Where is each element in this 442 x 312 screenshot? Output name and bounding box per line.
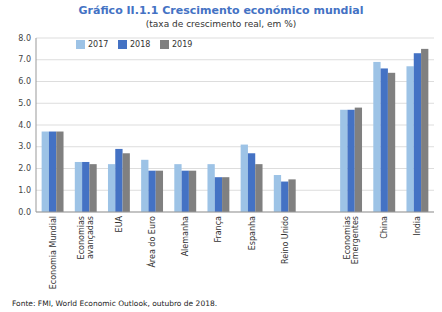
grid-line bbox=[36, 59, 434, 60]
bar bbox=[255, 164, 262, 212]
y-tick-label: 6.0 bbox=[18, 77, 31, 86]
bar bbox=[75, 162, 82, 212]
x-tick-label: EUA bbox=[114, 215, 123, 232]
legend-swatch bbox=[160, 40, 169, 49]
bar bbox=[189, 171, 196, 212]
bar bbox=[49, 132, 56, 212]
x-tick-label: Área do Euro bbox=[146, 216, 157, 268]
y-tick-label: 4.0 bbox=[18, 121, 31, 130]
bar bbox=[56, 132, 63, 212]
x-tick-label-line: França bbox=[214, 216, 223, 243]
bar bbox=[222, 177, 229, 212]
y-tick-label: 1.0 bbox=[18, 186, 31, 195]
y-tick-label: 3.0 bbox=[18, 142, 31, 151]
x-tick-label-line: Economias bbox=[342, 216, 351, 259]
series bbox=[56, 49, 428, 212]
legend-swatch bbox=[76, 40, 85, 49]
y-axis: 0.0 1.0 2.0 3.0 4.0 5.0 6.0 7.0 8.0 bbox=[18, 34, 434, 217]
x-tick-label-line: Área do Euro bbox=[146, 216, 157, 268]
bar bbox=[148, 171, 155, 212]
bar bbox=[108, 164, 115, 212]
footnote: Fonte: FMI, World Economic Outlook, outu… bbox=[12, 299, 217, 308]
x-tick-label-line: avançadas bbox=[86, 216, 95, 259]
x-tick-label-line: Reino Unido bbox=[280, 216, 289, 264]
subtitle: (taxa de crescimento real, em %) bbox=[146, 19, 296, 29]
x-tick-label: Economia Mundial bbox=[48, 216, 57, 289]
y-tick-label: 8.0 bbox=[18, 34, 31, 43]
legend: 2017 2018 2019 bbox=[76, 40, 192, 49]
legend-label: 2018 bbox=[130, 40, 150, 49]
y-tick-label: 2.0 bbox=[18, 164, 31, 173]
bar bbox=[141, 160, 148, 212]
x-tick-label: Economiasavançadas bbox=[77, 216, 95, 259]
x-tick-label: EconomiasEmergentes bbox=[342, 216, 360, 264]
bar bbox=[406, 66, 413, 212]
x-axis: Economia MundialEconomiasavançadasEUAÁre… bbox=[48, 215, 422, 289]
y-tick-label: 5.0 bbox=[18, 99, 31, 108]
grid-line bbox=[36, 212, 434, 213]
grid-line bbox=[36, 38, 434, 39]
chart: Gráfico II.1.1 Crescimento económico mun… bbox=[0, 0, 442, 312]
x-axis-line bbox=[36, 212, 434, 213]
bar bbox=[355, 108, 362, 212]
x-tick-label-line: India bbox=[413, 216, 422, 236]
bar bbox=[288, 179, 295, 212]
bar bbox=[215, 177, 222, 212]
x-tick-label: Alemanha bbox=[181, 216, 190, 256]
legend-label: 2019 bbox=[172, 40, 192, 49]
x-tick-label: China bbox=[380, 216, 389, 239]
bar bbox=[388, 73, 395, 212]
bar bbox=[182, 171, 189, 212]
bar bbox=[207, 164, 214, 212]
x-tick-label: França bbox=[214, 216, 223, 243]
bar bbox=[89, 164, 96, 212]
x-tick-label-line: China bbox=[380, 216, 389, 239]
bars bbox=[42, 49, 429, 212]
y-axis-line bbox=[36, 38, 37, 212]
title: Gráfico II.1.1 Crescimento económico mun… bbox=[79, 4, 364, 17]
bar bbox=[123, 153, 130, 212]
x-tick-label-line: Economia Mundial bbox=[48, 216, 57, 289]
series bbox=[42, 62, 414, 212]
legend-label: 2017 bbox=[88, 40, 108, 49]
x-tick-label-line: Espanha bbox=[247, 216, 256, 250]
x-tick-label: Espanha bbox=[247, 216, 256, 250]
bar bbox=[174, 164, 181, 212]
x-tick-label-line: Alemanha bbox=[181, 216, 190, 256]
x-tick-label-line: EUA bbox=[114, 215, 123, 232]
bar bbox=[248, 153, 255, 212]
y-tick-label: 0.0 bbox=[18, 208, 31, 217]
bar bbox=[42, 132, 49, 212]
bar bbox=[115, 149, 122, 212]
bar bbox=[82, 162, 89, 212]
series bbox=[49, 53, 421, 212]
bar bbox=[381, 68, 388, 212]
bar bbox=[347, 110, 354, 212]
x-tick-label-line: Economias bbox=[77, 216, 86, 259]
bar bbox=[241, 145, 248, 212]
bar bbox=[281, 182, 288, 212]
bar bbox=[414, 53, 421, 212]
bar bbox=[156, 171, 163, 212]
bar bbox=[421, 49, 428, 212]
x-tick-label: Reino Unido bbox=[280, 216, 289, 264]
bar bbox=[274, 175, 281, 212]
legend-swatch bbox=[118, 40, 127, 49]
y-tick-label: 7.0 bbox=[18, 55, 31, 64]
bar bbox=[340, 110, 347, 212]
x-tick-label-line: Emergentes bbox=[351, 216, 360, 264]
bar bbox=[373, 62, 380, 212]
x-tick-label: India bbox=[413, 216, 422, 236]
